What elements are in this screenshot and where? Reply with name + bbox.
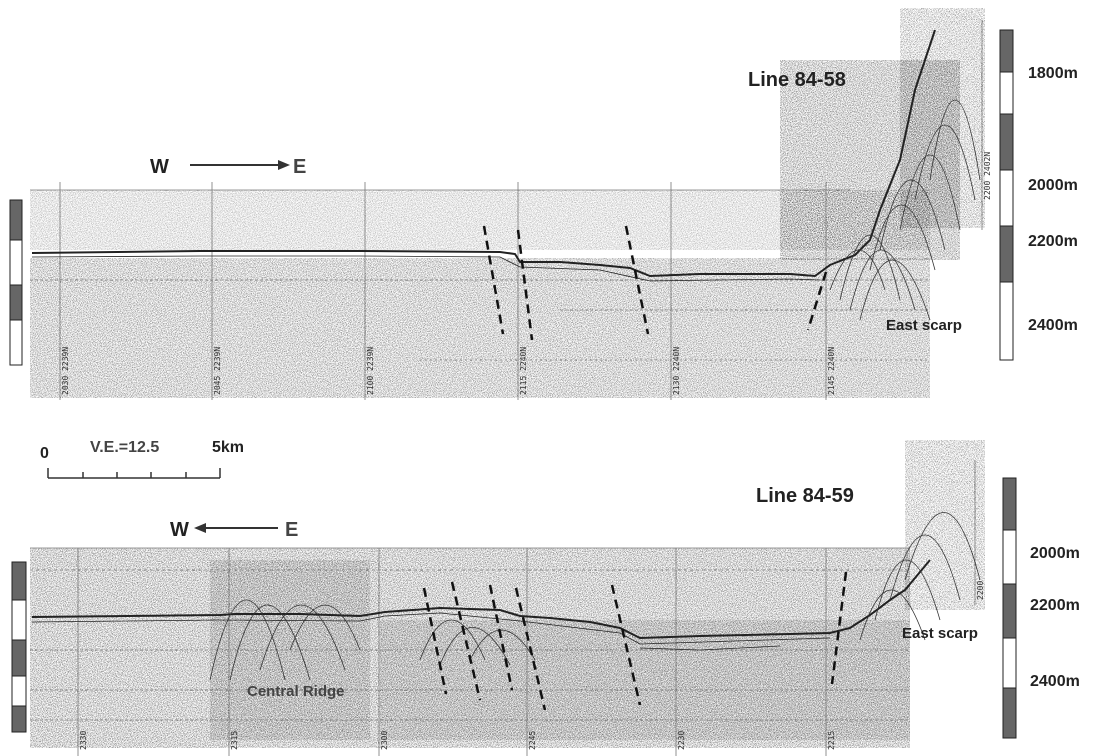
fix-marks-top: 2030 2239N 2045 2239N 2100 2239N 2115 22… [61,152,992,395]
noise-area-bottom [30,440,985,748]
fix-mark: 2100 2239N [366,347,375,395]
left-scale-bar-bottom [11,561,27,733]
scale-end: 5km [212,439,244,456]
fix-mark: 2300 [380,731,389,750]
depth-label: 2000m [1030,545,1080,562]
depth-label: 2400m [1028,317,1078,334]
depth-label: 2400m [1030,673,1080,690]
direction-east: E [293,156,306,178]
fix-mark: 2330 [79,731,88,750]
depth-label: 2200m [1030,597,1080,614]
fix-mark: 2200 [976,581,985,600]
diffraction-hyperbolas-bottom [209,512,981,681]
east-scarp-label: East scarp [886,317,962,334]
profile-frame-top [30,20,983,400]
seafloor-reflector-top [31,29,936,282]
depth-label: 2000m [1028,177,1078,194]
fix-mark: 2245 [528,731,537,750]
profile-84-58: 2030 2239N 2045 2239N 2100 2239N 2115 22… [9,8,1078,400]
fix-mark: 2215 [827,731,836,750]
profile-title: Line 84-58 [748,69,846,91]
diffraction-hyperbolas-top [829,99,981,321]
east-scarp-label: East scarp [902,625,978,642]
fix-mark: 2145 2240N [827,347,836,395]
profile-frame-bottom [30,460,976,756]
left-scale-bar-top [9,199,23,366]
depth-label: 1800m [1028,65,1078,82]
fix-mark: 2230 [677,731,686,750]
direction-arrow-top: W E [150,156,306,178]
fix-mark: 2030 2239N [61,347,70,395]
fix-mark: 2200 2402N [983,152,992,200]
faults-bottom [422,571,848,711]
scale-zero: 0 [40,445,49,462]
faults-top [482,225,828,341]
direction-west: W [150,156,169,178]
fix-mark: 2315 [230,731,239,750]
depth-scale-bottom: 2000m 2200m 2400m [1002,477,1080,739]
vertical-exaggeration: V.E.=12.5 [90,439,159,456]
direction-west: W [170,519,189,541]
fix-marks-bottom: 2330 2315 2300 2245 2230 2215 2200 [79,581,985,750]
fix-mark: 2115 2240N [519,347,528,395]
fix-mark: 2045 2239N [213,347,222,395]
depth-label: 2200m [1028,233,1078,250]
profile-84-59: 2330 2315 2300 2245 2230 2215 2200 Line … [11,440,1080,756]
fix-mark: 2130 2240N [672,347,681,395]
seafloor-reflector-bottom [31,559,931,651]
horizontal-scale-bar: 0 V.E.=12.5 5km [40,439,244,479]
central-ridge-label: Central Ridge [247,683,345,700]
direction-east: E [285,519,298,541]
depth-scale-top: 1800m 2000m 2200m 2400m [999,29,1078,361]
direction-arrow-bottom: W E [170,519,298,541]
profile-title: Line 84-59 [756,485,854,507]
noise-area-top [30,8,985,398]
